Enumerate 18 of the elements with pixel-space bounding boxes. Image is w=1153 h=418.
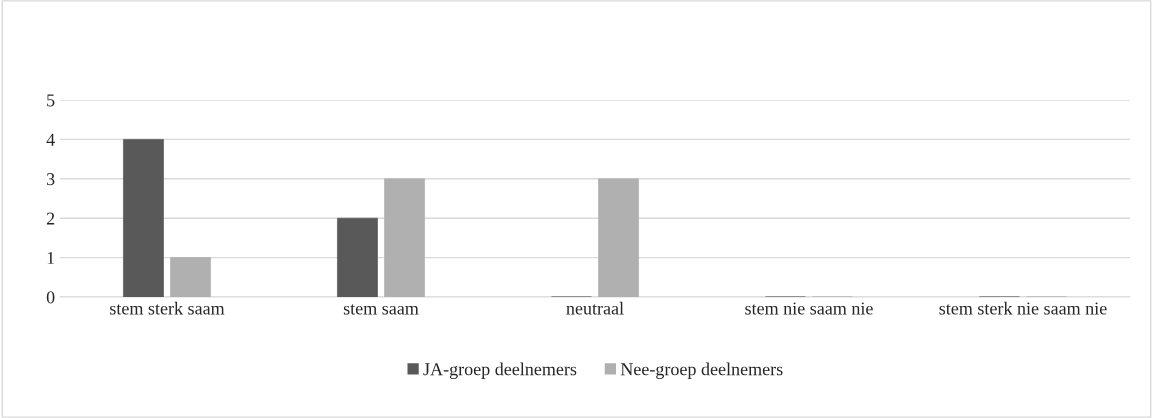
x-tick-label: stem sterk saam <box>110 301 225 315</box>
x-tick-label: stem sterk nie saam nie <box>939 301 1107 315</box>
bar <box>123 139 164 297</box>
bar <box>337 217 378 297</box>
x-tick-label: stem nie saam nie <box>745 302 873 315</box>
bar <box>598 178 639 297</box>
bar <box>384 178 425 297</box>
y-tick-label: 0 <box>46 291 55 304</box>
legend-label: Nee-groep deelnemers <box>620 362 783 380</box>
legend-label: JA-groep deelnemers <box>423 362 577 380</box>
y-tick-label: 4 <box>46 133 55 146</box>
y-tick-label: 3 <box>46 173 55 186</box>
y-tick-label: 5 <box>47 94 55 107</box>
y-tick-label: 2 <box>46 212 55 225</box>
x-tick-label: stem saam <box>343 304 419 315</box>
x-tick-label: neutraal <box>566 301 624 315</box>
y-tick-label: 1 <box>47 251 55 264</box>
bar <box>170 257 211 297</box>
